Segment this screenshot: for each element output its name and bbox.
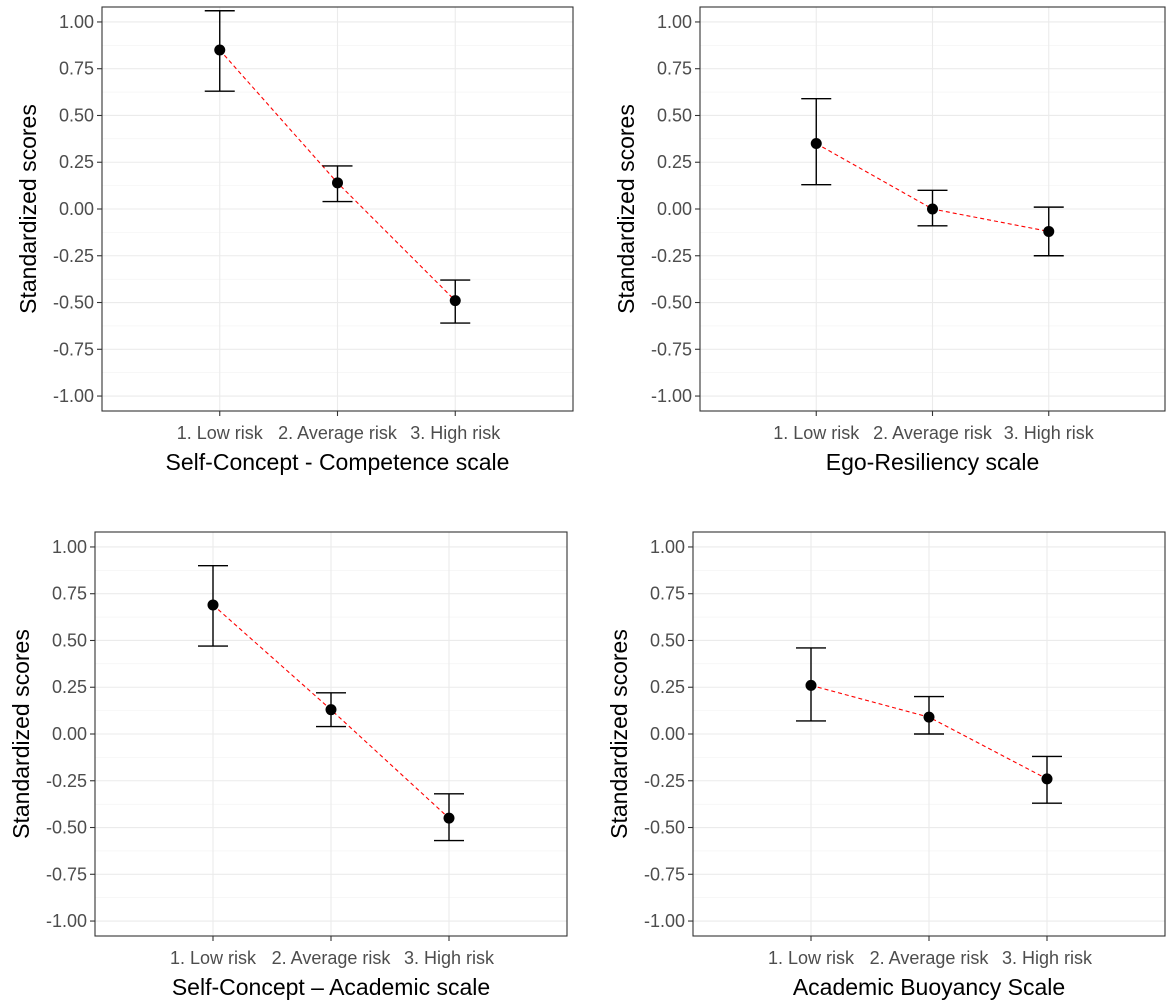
y-tick-label: 0.50 — [59, 105, 94, 125]
x-tick-label: 3. High risk — [1002, 948, 1093, 968]
y-tick-label: 1.00 — [657, 12, 692, 32]
x-tick-label: 1. Low risk — [773, 423, 860, 443]
data-point — [1043, 225, 1055, 237]
x-tick-label: 1. Low risk — [177, 423, 264, 443]
x-axis-title: Self-Concept - Competence scale — [166, 449, 510, 475]
data-point — [449, 295, 461, 307]
panel-2: 1.00 0.75 0.50 0.25 0.00 -0.25 -0.50 -0.75 -1.00… — [613, 6, 1166, 475]
panel-1: 1.00 0.75 0.50 0.25 0.00 -0.25 -0.50 -0.75 -1.00… — [15, 6, 574, 475]
y-tick-label: 0.25 — [650, 677, 685, 697]
y-tick-label: -0.50 — [651, 293, 692, 313]
data-point — [214, 44, 226, 56]
x-tick-label: 3. High risk — [404, 948, 495, 968]
y-tick-label: -0.25 — [53, 246, 94, 266]
data-point — [805, 679, 817, 691]
panel-4: 1.00 0.75 0.50 0.25 0.00 -0.25 -0.50 -0.75 -1.00… — [606, 531, 1166, 1000]
y-tick-label: -0.50 — [53, 293, 94, 313]
y-tick-label: -0.25 — [644, 771, 685, 791]
y-tick-label: 0.75 — [650, 584, 685, 604]
y-tick-label: -1.00 — [46, 911, 87, 931]
y-tick-label: -1.00 — [644, 911, 685, 931]
x-tick-label: 3. High risk — [410, 423, 501, 443]
y-tick-label: 0.25 — [657, 152, 692, 172]
data-point — [443, 812, 455, 824]
y-tick-label: 1.00 — [59, 12, 94, 32]
data-point — [810, 138, 822, 150]
y-tick-label: 0.00 — [650, 724, 685, 744]
x-tick-label: 1. Low risk — [170, 948, 257, 968]
y-tick-label: 0.75 — [657, 59, 692, 79]
x-axis-title: Ego-Resiliency scale — [826, 449, 1039, 475]
y-tick-label: 0.75 — [59, 59, 94, 79]
data-point — [927, 203, 938, 215]
y-tick-label: -0.75 — [644, 864, 685, 884]
y-tick-label: 0.25 — [59, 152, 94, 172]
y-tick-label: -0.75 — [46, 864, 87, 884]
x-tick-label: 3. High risk — [1004, 423, 1095, 443]
y-tick-label: -0.25 — [651, 246, 692, 266]
y-tick-label: 0.00 — [59, 199, 94, 219]
y-axis-title: Standardized scores — [606, 629, 632, 839]
data-point — [1041, 773, 1053, 785]
y-tick-label: 0.50 — [650, 630, 685, 650]
y-tick-label: 0.50 — [52, 630, 87, 650]
y-tick-label: 1.00 — [650, 537, 685, 557]
data-point — [325, 704, 337, 716]
data-point — [207, 599, 219, 611]
x-axis-title: Self-Concept – Academic scale — [172, 974, 490, 1000]
data-point — [923, 711, 935, 723]
y-tick-label: -1.00 — [651, 386, 692, 406]
y-tick-label: 0.75 — [52, 584, 87, 604]
x-tick-label: 2. Average risk — [278, 423, 398, 443]
y-tick-label: 0.00 — [657, 199, 692, 219]
y-axis-title: Standardized scores — [8, 629, 34, 839]
y-tick-label: -0.50 — [46, 818, 87, 838]
y-tick-label: 0.50 — [657, 105, 692, 125]
y-tick-label: 0.25 — [52, 677, 87, 697]
x-tick-label: 2. Average risk — [873, 423, 993, 443]
x-axis-title: Academic Buoyancy Scale — [793, 974, 1065, 1000]
y-tick-label: -0.50 — [644, 818, 685, 838]
x-tick-label: 1. Low risk — [768, 948, 855, 968]
y-tick-label: 1.00 — [52, 537, 87, 557]
y-axis-title: Standardized scores — [15, 104, 41, 314]
panel-3: 1.00 0.75 0.50 0.25 0.00 -0.25 -0.50 -0.75 -1.00… — [8, 531, 568, 1000]
y-tick-label: -0.75 — [651, 339, 692, 359]
y-tick-label: -0.75 — [53, 339, 94, 359]
x-tick-label: 2. Average risk — [272, 948, 392, 968]
y-tick-label: -0.25 — [46, 771, 87, 791]
y-tick-label: 0.00 — [52, 724, 87, 744]
y-axis-title: Standardized scores — [613, 104, 639, 314]
x-tick-label: 2. Average risk — [870, 948, 990, 968]
data-point — [332, 177, 343, 189]
y-tick-label: -1.00 — [53, 386, 94, 406]
